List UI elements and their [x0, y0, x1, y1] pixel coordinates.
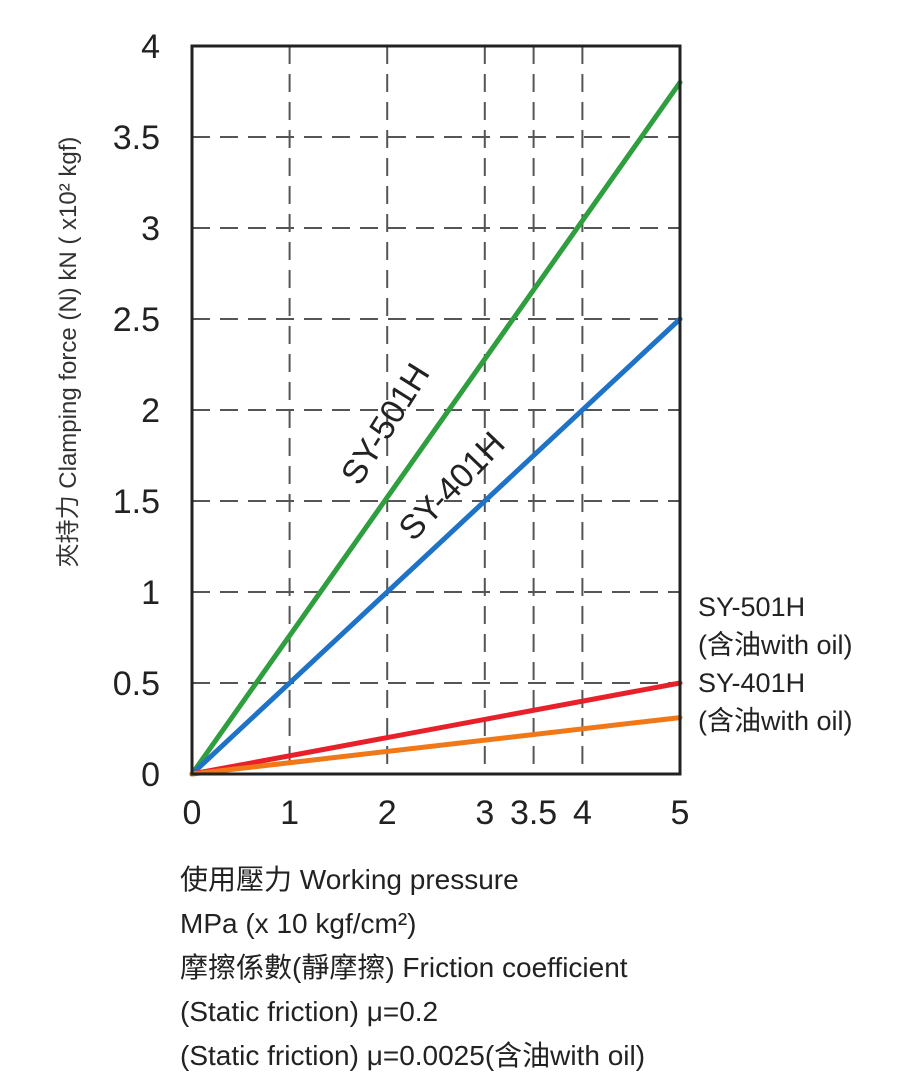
- x-tick-label: 1: [280, 794, 299, 832]
- friction-title: 摩擦係數(靜摩擦) Friction coefficient: [180, 952, 628, 983]
- series-line-3: [189, 715, 683, 777]
- x-tick-label: 2: [378, 794, 397, 832]
- series-lines: [189, 79, 683, 777]
- series-line-2: [189, 680, 683, 777]
- y-tick-label: 2.5: [113, 301, 160, 339]
- legend-sy-501h-oil: SY-501H: [698, 592, 806, 622]
- x-axis-ticks: 0 1 2 3 3.5 4 5: [183, 794, 690, 832]
- axis-notes: 使用壓力 Working pressure MPa (x 10 kgf/cm²)…: [180, 858, 645, 1078]
- y-tick-label: 2: [141, 392, 160, 430]
- x-axis-label: 使用壓力 Working pressure: [180, 864, 519, 895]
- y-tick-label: 3: [141, 210, 160, 248]
- series-line-1: [189, 316, 683, 777]
- grid: [192, 46, 680, 774]
- x-axis-unit: MPa (x 10 kgf/cm²): [180, 908, 417, 939]
- x-tick-label: 3: [475, 794, 494, 832]
- y-tick-label: 3.5: [113, 119, 160, 157]
- legend-sy-401h-oil-note: (含油with oil): [698, 706, 853, 736]
- legend-sy-401h-oil: SY-401H: [698, 668, 806, 698]
- x-tick-label: 4: [573, 794, 592, 832]
- x-tick-label: 5: [671, 794, 690, 832]
- plot-frame: [190, 44, 682, 776]
- y-tick-label: 4: [141, 28, 160, 66]
- friction-static-oil: (Static friction) μ=0.0025(含油with oil): [180, 1040, 646, 1071]
- y-tick-label: 0.5: [113, 665, 160, 703]
- y-axis-label: 夾持力 Clamping force (N) kN ( x10² kgf): [55, 137, 82, 568]
- x-tick-label: 0: [183, 794, 202, 832]
- y-axis-ticks: 0 0.5 1 1.5 2 2.5 3 3.5 4: [113, 28, 160, 794]
- y-tick-label: 0: [141, 756, 160, 794]
- oil-legend: SY-501H (含油with oil) SY-401H (含油with oil…: [698, 588, 853, 740]
- y-tick-label: 1: [141, 574, 160, 612]
- legend-sy-501h-oil-note: (含油with oil): [698, 630, 853, 660]
- series-line-0: [189, 79, 683, 777]
- series-label-sy-501h: SY-501H: [334, 357, 438, 491]
- y-tick-label: 1.5: [113, 483, 160, 521]
- x-tick-label: 3.5: [510, 794, 557, 832]
- friction-static: (Static friction) μ=0.2: [180, 996, 439, 1027]
